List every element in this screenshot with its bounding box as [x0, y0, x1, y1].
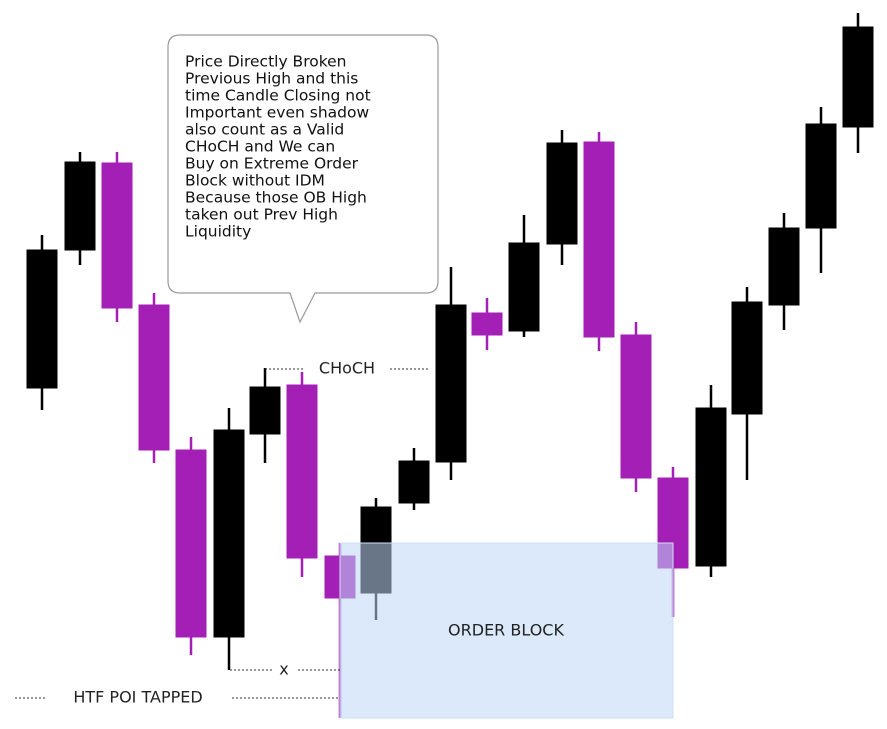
callout-line: Important even shadow	[185, 104, 369, 122]
candle-body	[695, 407, 727, 567]
candle-body	[583, 141, 615, 338]
order-block-zone	[339, 542, 674, 719]
candle-body	[26, 249, 58, 389]
candle-body	[249, 386, 281, 435]
callout-line: Liquidity	[185, 223, 251, 241]
candle-body	[620, 334, 652, 479]
callout-line: also count as a Valid	[185, 121, 344, 139]
candle-body	[213, 429, 245, 638]
candle-body	[101, 162, 133, 309]
callout-line: Because those OB High	[185, 189, 367, 207]
order-block-label: ORDER BLOCK	[448, 621, 564, 640]
callout-line: Price Directly Broken	[185, 53, 347, 71]
candles	[26, 13, 874, 718]
candle-body	[398, 460, 430, 504]
x-label: x	[279, 660, 288, 679]
callout-line: taken out Prev High	[185, 206, 338, 224]
candle-body	[175, 449, 207, 638]
callout-line: time Candle Closing not	[185, 87, 371, 105]
candle-body	[805, 123, 837, 229]
callout-line: Block without IDM	[185, 172, 325, 190]
candle-body	[471, 312, 503, 336]
candle-body	[286, 384, 318, 559]
candle-body	[508, 242, 540, 332]
callout-line: Previous High and this	[185, 70, 358, 88]
choch-label: CHoCH	[319, 359, 375, 378]
candle-body	[435, 304, 467, 463]
candle-body	[138, 304, 170, 451]
callout-line: CHoCH and We can	[185, 138, 335, 156]
candle-body	[731, 301, 763, 415]
candle-body	[768, 227, 800, 306]
candle-body	[842, 26, 874, 128]
callout-bubble	[167, 34, 439, 324]
callout-line: Buy on Extreme Order	[185, 155, 359, 173]
candle-body	[546, 142, 578, 245]
htf-label: HTF POI TAPPED	[73, 688, 202, 707]
candle-body	[64, 161, 96, 251]
